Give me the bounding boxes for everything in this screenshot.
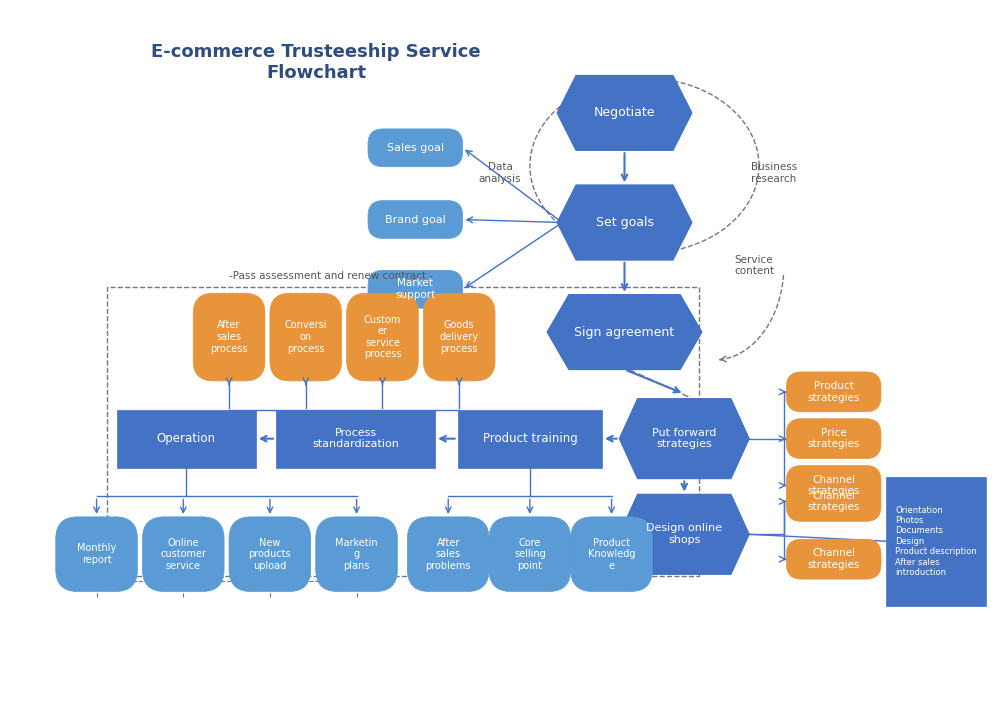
Text: Monthly
report: Monthly report	[77, 544, 116, 565]
Text: New
products
upload: New products upload	[249, 537, 291, 571]
Text: Channel
strategies: Channel strategies	[807, 491, 860, 512]
FancyBboxPatch shape	[886, 477, 986, 606]
Polygon shape	[547, 295, 702, 370]
Text: E-commerce Trusteeship Service
Flowchart: E-commerce Trusteeship Service Flowchart	[151, 43, 481, 82]
Text: Brand goal: Brand goal	[385, 214, 446, 225]
Text: Market
support: Market support	[395, 279, 435, 300]
FancyBboxPatch shape	[786, 465, 881, 506]
Text: Service
content: Service content	[734, 255, 774, 276]
FancyBboxPatch shape	[193, 293, 265, 381]
Polygon shape	[557, 185, 692, 260]
Text: -Pass assessment and renew contract -: -Pass assessment and renew contract -	[229, 271, 433, 281]
Text: Marketin
g
plans: Marketin g plans	[335, 537, 378, 571]
Text: Process
standardization: Process standardization	[312, 428, 399, 450]
FancyBboxPatch shape	[270, 293, 342, 381]
FancyBboxPatch shape	[458, 410, 602, 467]
Text: Design online
shops: Design online shops	[646, 523, 722, 545]
FancyBboxPatch shape	[786, 539, 881, 579]
FancyBboxPatch shape	[229, 517, 311, 592]
FancyBboxPatch shape	[368, 129, 463, 167]
Text: Online
customer
service: Online customer service	[160, 537, 206, 571]
Text: Core
selling
point: Core selling point	[514, 537, 546, 571]
Polygon shape	[557, 76, 692, 151]
Text: Data
analysis: Data analysis	[479, 162, 521, 184]
FancyBboxPatch shape	[368, 201, 463, 238]
FancyBboxPatch shape	[117, 410, 256, 467]
Text: Sales goal: Sales goal	[387, 143, 444, 153]
FancyBboxPatch shape	[423, 293, 495, 381]
Text: Product training: Product training	[483, 432, 577, 445]
Text: Channel
strategies: Channel strategies	[807, 549, 860, 570]
Text: After
sales
problems: After sales problems	[425, 537, 471, 571]
FancyBboxPatch shape	[407, 517, 489, 592]
Text: Price
strategies: Price strategies	[807, 428, 860, 450]
Text: Orientation
Photos
Documents
Design
Product description
After sales
introduction: Orientation Photos Documents Design Prod…	[895, 506, 977, 577]
FancyBboxPatch shape	[489, 517, 571, 592]
FancyBboxPatch shape	[56, 517, 137, 592]
FancyBboxPatch shape	[786, 481, 881, 521]
FancyBboxPatch shape	[368, 270, 463, 308]
Text: Negotiate: Negotiate	[594, 107, 655, 119]
Text: Sign agreement: Sign agreement	[574, 326, 675, 339]
Text: Channel
strategies: Channel strategies	[807, 474, 860, 496]
Text: Custom
er
service
process: Custom er service process	[364, 315, 401, 359]
FancyBboxPatch shape	[571, 517, 652, 592]
Text: Product
strategies: Product strategies	[807, 381, 860, 403]
Text: Business
research: Business research	[751, 162, 797, 184]
Text: Goods
delivery
process: Goods delivery process	[440, 320, 479, 354]
Text: Product
Knowledg
e: Product Knowledg e	[588, 537, 635, 571]
Text: Operation: Operation	[157, 432, 216, 445]
Polygon shape	[620, 399, 749, 479]
Text: After
sales
process: After sales process	[210, 320, 248, 354]
Text: Put forward
strategies: Put forward strategies	[652, 428, 716, 450]
Text: Conversi
on
process: Conversi on process	[285, 320, 327, 354]
FancyBboxPatch shape	[786, 419, 881, 459]
FancyBboxPatch shape	[276, 410, 435, 467]
FancyBboxPatch shape	[316, 517, 397, 592]
FancyBboxPatch shape	[347, 293, 418, 381]
FancyBboxPatch shape	[786, 372, 881, 411]
Text: Set goals: Set goals	[596, 216, 654, 229]
FancyBboxPatch shape	[142, 517, 224, 592]
Polygon shape	[620, 494, 749, 574]
